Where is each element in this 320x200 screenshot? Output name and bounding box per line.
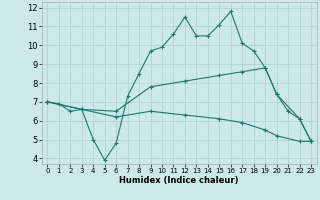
- X-axis label: Humidex (Indice chaleur): Humidex (Indice chaleur): [119, 176, 239, 185]
